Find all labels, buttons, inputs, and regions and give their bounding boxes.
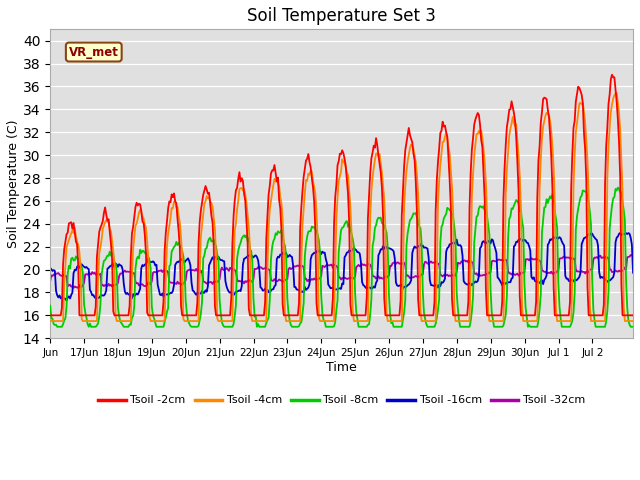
X-axis label: Time: Time (326, 360, 357, 374)
Text: VR_met: VR_met (69, 46, 119, 59)
Legend: Tsoil -2cm, Tsoil -4cm, Tsoil -8cm, Tsoil -16cm, Tsoil -32cm: Tsoil -2cm, Tsoil -4cm, Tsoil -8cm, Tsoi… (94, 391, 589, 410)
Title: Soil Temperature Set 3: Soil Temperature Set 3 (247, 7, 436, 25)
Y-axis label: Soil Temperature (C): Soil Temperature (C) (7, 120, 20, 248)
